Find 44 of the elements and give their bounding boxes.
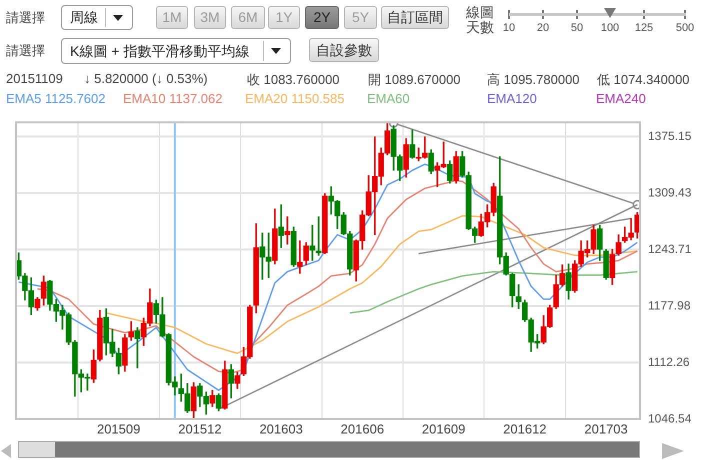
text: 500 [676,22,694,34]
legend-label: EMA120 [487,91,537,106]
text: 線圖天數 [466,4,495,35]
text: 50 [570,22,584,34]
x-tick-label: 201612 [503,421,547,436]
text: EMA10 1137.062 [123,91,222,106]
text: 1Y [268,6,300,29]
text: 請選擇 [6,42,45,60]
text: EMA5 1125.7602 [6,91,106,106]
text: 收 1083.760000 [247,71,340,89]
text: 高 1095.780000 [487,71,580,89]
text: 自訂區間 [381,6,449,29]
text: 低 1074.340000 [597,71,690,89]
text: K線圖 + 指數平滑移動平均線 [61,38,291,64]
y-tick-label: 1309.43 [648,185,692,200]
y-tick-label: 1177.98 [648,298,691,312]
text: 100 [600,22,620,34]
text: 周線 [61,5,133,30]
x-tick-label: 201609 [422,421,466,436]
text: 1M [156,6,188,29]
text: 20151109 [6,71,63,86]
text: EMA20 1150.585 [245,91,344,106]
text: 20 [536,22,550,34]
text: 2Y [305,6,339,29]
y-tick-label: 1112.26 [648,354,690,369]
legend-label: EMA240 [596,91,646,106]
text: 10 [502,22,516,34]
text: 自設參數 [309,38,379,62]
y-tick-label: 1046.54 [648,411,692,426]
text: ↓ 5.820000 (↓ 0.53%) [84,71,208,86]
x-tick-label: 201703 [584,421,628,436]
y-tick-label: 1243.71 [648,242,692,256]
text: EMA60 [367,91,410,106]
text: 5Y [344,6,377,29]
x-tick-label: 201606 [340,421,384,436]
text: 6M [231,6,265,29]
x-tick-label: 201509 [96,421,140,436]
x-tick-label: 201512 [178,421,222,436]
text: 3M [194,6,226,29]
text: 請選擇 [6,9,45,27]
x-tick-label: 201603 [259,421,303,436]
y-tick-label: 1375.15 [648,128,692,143]
text: 開 1089.670000 [368,71,461,89]
text: 125 [634,22,654,34]
